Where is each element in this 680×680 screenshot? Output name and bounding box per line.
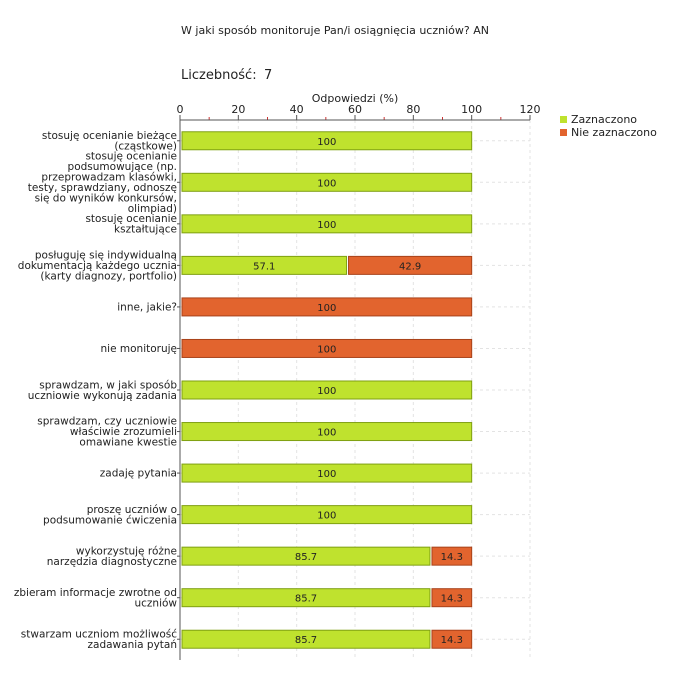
category-label-line: inne, jakie?	[117, 301, 177, 313]
data-label: 85.7	[295, 594, 317, 605]
bar-zaznaczono	[181, 422, 473, 442]
category-label-line: zbieram informacje zwrotne od	[14, 587, 177, 599]
category-label-line: uczniów	[134, 597, 177, 609]
category-labels: stosuję ocenianie bieżące (cząstkowe)stos…	[14, 130, 178, 651]
bar-nie-zaznaczono	[181, 338, 473, 358]
count-value: 7	[264, 68, 272, 83]
bar-zaznaczono	[181, 172, 473, 192]
data-label: 100	[317, 137, 336, 148]
category-label-line: olimpiad)	[128, 203, 177, 215]
x-tick-label: 0	[177, 103, 184, 116]
data-label: 14.3	[441, 635, 463, 646]
legend-swatch	[560, 129, 567, 136]
data-label: 100	[317, 469, 336, 480]
x-tick-label: 40	[290, 103, 304, 116]
data-label: 14.3	[441, 552, 463, 563]
x-tick-label: 100	[461, 103, 482, 116]
legend-label: Zaznaczono	[571, 113, 637, 126]
x-tick-label: 120	[520, 103, 541, 116]
category-label-line: uczniowie wykonują zadania	[28, 390, 177, 402]
category-label-line: (cząstkowe)	[114, 141, 177, 153]
category-label-line: stwarzam uczniom możliwość	[21, 628, 177, 640]
x-tick-label: 20	[231, 103, 245, 116]
x-axis-ticks: 0 20 40 60 80 100 120	[177, 103, 541, 660]
category-label: zbieram informacje zwrotne od uczniów	[14, 587, 178, 610]
data-label: 100	[317, 386, 336, 397]
x-tick-label: 60	[348, 103, 362, 116]
data-label: 14.3	[441, 594, 463, 605]
category-label: zadaję pytania	[100, 468, 177, 480]
data-label: 42.9	[399, 261, 421, 272]
category-label-line: właściwie zrozumieli	[70, 426, 177, 438]
bar-nie-zaznaczono	[431, 629, 473, 649]
category-label-line: nie monitoruję	[101, 343, 177, 355]
category-label: posługuję się indywidualną dokumentacją k…	[18, 249, 177, 282]
category-label-line: stosuję ocenianie bieżące	[42, 130, 177, 142]
data-label: 100	[317, 220, 336, 231]
bar-nie-zaznaczono	[181, 297, 473, 317]
bar-zaznaczono	[181, 463, 473, 483]
data-label: 85.7	[295, 552, 317, 563]
data-label: 57.1	[253, 261, 275, 272]
data-label: 100	[317, 511, 336, 522]
category-label-line: sprawdzam, w jaki sposób	[39, 379, 177, 391]
category-label: wykorzystuję różne narzędzia diagnostyczn…	[47, 545, 177, 568]
x-axis-label: Odpowiedzi (%)	[312, 92, 399, 105]
category-label: sprawdzam, czy uczniowie właściwie zrozum…	[37, 416, 177, 449]
chart-title: W jaki sposób monitoruje Pan/i osiągnięc…	[181, 24, 489, 37]
category-label-line: sprawdzam, czy uczniowie	[37, 416, 177, 428]
category-label-line: stosuję ocenianie	[85, 151, 177, 163]
legend-swatch	[560, 116, 567, 123]
category-label-line: kształtujące	[114, 224, 177, 236]
category-label: stosuję ocenianie bieżące (cząstkowe)	[42, 130, 177, 153]
category-label: proszę uczniów o podsumowanie ćwiczenia	[43, 504, 177, 527]
category-label-line: proszę uczniów o	[87, 504, 177, 516]
category-label-line: omawiane kwestie	[79, 437, 177, 449]
data-label: 100	[317, 178, 336, 189]
bar-zaznaczono	[181, 131, 473, 151]
category-label-line: wykorzystuję różne	[76, 545, 177, 557]
bar-nie-zaznaczono	[431, 546, 473, 566]
bar-zaznaczono	[181, 255, 348, 275]
category-label-line: się do wyników konkursów,	[35, 193, 177, 205]
bar-zaznaczono	[181, 588, 431, 608]
bar-zaznaczono	[181, 380, 473, 400]
bar-zaznaczono	[181, 505, 473, 525]
bars: 100 100 100 57.1 42.9 100 100 100 100 100 100 85.7 1…	[181, 131, 473, 649]
bar-nie-zaznaczono	[348, 255, 473, 275]
category-label: stosuję ocenianie podsumowujące (np. przep…	[28, 151, 177, 216]
bar-zaznaczono	[181, 546, 431, 566]
bar-zaznaczono	[181, 214, 473, 234]
count-label: Liczebność:	[181, 68, 257, 83]
data-label: 100	[317, 303, 336, 314]
category-label-line: podsumowujące (np.	[68, 161, 177, 173]
data-label: 85.7	[295, 635, 317, 646]
category-label-line: zadaję pytania	[100, 468, 177, 480]
data-label: 100	[317, 344, 336, 355]
category-label: nie monitoruję	[101, 343, 177, 355]
category-label-line: stosuję ocenianie	[85, 213, 177, 225]
x-tick-label: 80	[406, 103, 420, 116]
bar-zaznaczono	[181, 629, 431, 649]
category-label-line: posługuję się indywidualną	[35, 249, 177, 261]
category-label-line: narzędzia diagnostyczne	[47, 556, 177, 568]
category-label: stosuję ocenianie kształtujące	[85, 213, 177, 236]
data-label: 100	[317, 428, 336, 439]
category-label-line: zadawania pytań	[88, 639, 178, 651]
category-label-line: testy, sprawdziany, odnoszę	[28, 182, 177, 194]
category-label-line: podsumowanie ćwiczenia	[43, 514, 177, 526]
bar-nie-zaznaczono	[431, 588, 473, 608]
category-label-line: (karty diagnozy, portfolio)	[40, 270, 177, 282]
category-label-line: przeprowadzam klasówki,	[41, 172, 177, 184]
category-label: sprawdzam, w jaki sposób uczniowie wykonu…	[28, 379, 178, 402]
category-label: stwarzam uczniom możliwość zadawania pyta…	[21, 628, 177, 651]
category-label: inne, jakie?	[117, 301, 177, 313]
legend-label: Nie zaznaczono	[571, 126, 657, 139]
category-label-line: dokumentacją każdego ucznia	[18, 260, 177, 272]
